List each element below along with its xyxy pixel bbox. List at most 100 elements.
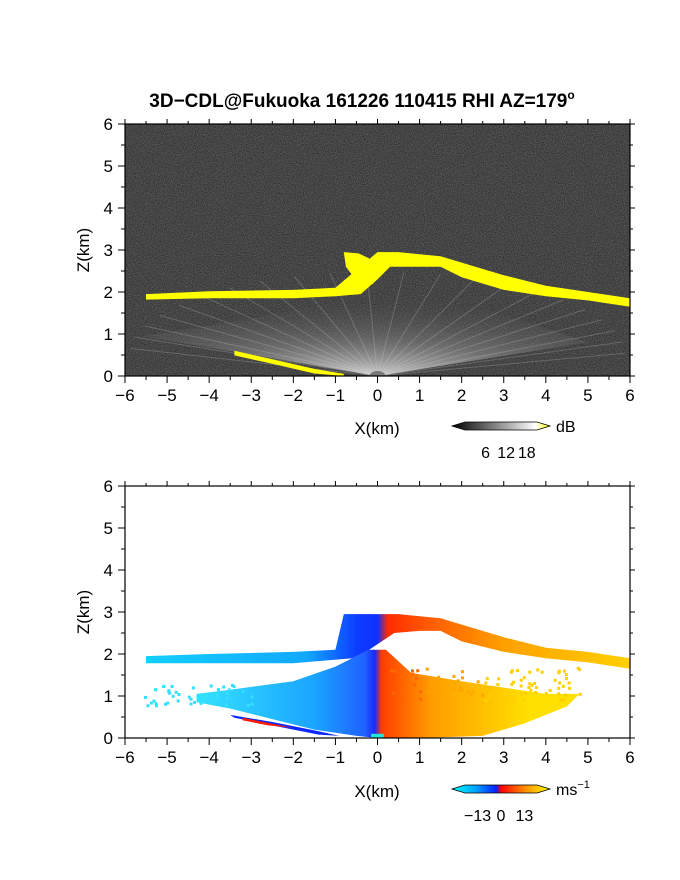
velocity-speckle-pixel	[528, 682, 532, 686]
velocity-speckle-pixel	[411, 669, 415, 673]
beam-ray	[377, 290, 538, 376]
velocity-speckle-pixel	[453, 682, 457, 686]
x-tick-label: −3	[242, 386, 261, 405]
reflectivity-colorbar-ticks: 6 12 18	[481, 445, 536, 462]
velocity-speckle-pixel	[459, 688, 463, 692]
velocity-speckle-pixel	[168, 691, 172, 695]
velocity-speckle-pixel	[466, 690, 470, 694]
velocity-speckle-pixel	[528, 670, 532, 674]
chart-title: 3D−CDL@Fukuoka 161226 110415 RHI AZ=179o	[149, 88, 574, 112]
upper-echo-layer-bump	[343, 252, 374, 288]
x-tick-label: −4	[199, 748, 218, 767]
velocity-speckle-pixel	[177, 693, 181, 697]
reflectivity-colorbar-unit: dB	[556, 419, 576, 436]
velocity-speckle-pixel	[536, 668, 540, 672]
velocity-speckle-pixel	[412, 683, 416, 687]
velocity-speckle-pixel	[544, 692, 548, 696]
colorbar-tick-label: 6	[481, 445, 490, 462]
y-tick-label: 2	[104, 645, 113, 664]
velocity-speckle-pixel	[557, 669, 561, 673]
velocity-speckle-pixel	[510, 669, 514, 673]
velocity-speckle-pixel	[527, 685, 531, 689]
x-tick-label: −3	[242, 748, 261, 767]
velocity-speckle-pixel	[564, 677, 568, 681]
velocity-colorbar-scale	[450, 784, 552, 794]
velocity-speckle-pixel	[192, 686, 196, 690]
y-tick-label: 1	[104, 687, 113, 706]
y-tick-label: 3	[104, 603, 113, 622]
velocity-speckle-pixel	[232, 685, 236, 689]
beam-ray	[377, 352, 626, 376]
velocity-speckle-pixel	[427, 689, 431, 693]
velocity-speckle-pixel	[564, 673, 568, 677]
velocity-speckle-pixel	[522, 698, 526, 702]
beam-ray	[377, 341, 623, 376]
colorbar-tick-label: 0	[497, 808, 506, 825]
beam-ray	[366, 271, 378, 376]
velocity-speckle-pixel	[204, 694, 208, 698]
colorbar-tick-label: 18	[518, 445, 536, 462]
velocity-speckle-pixel	[519, 684, 523, 688]
velocity-speckle-pixel	[419, 697, 423, 701]
velocity-speckle-pixel	[496, 683, 500, 687]
velocity-speckle-pixel	[509, 695, 513, 699]
beam-ray	[145, 325, 378, 376]
velocity-speckle-pixel	[162, 684, 166, 688]
velocity-speckle-pixel	[452, 687, 456, 691]
velocity-speckle-pixel	[460, 676, 464, 680]
velocity-speckle-pixel	[154, 702, 158, 706]
velocity-speckle-pixel	[553, 678, 557, 682]
velocity-speckle-pixel	[524, 691, 528, 695]
velocity-speckle-pixel	[476, 680, 480, 684]
x-tick-label: −2	[284, 748, 303, 767]
velocity-speckle-pixel	[530, 683, 534, 687]
velocity-speckle-pixel	[437, 675, 441, 679]
velocity-speckle-pixel	[562, 669, 566, 673]
velocity-speckle-pixel	[578, 692, 582, 696]
velocity-xlabel: X(km)	[354, 782, 399, 801]
velocity-speckle-pixel	[246, 703, 250, 707]
velocity-speckle-pixel	[429, 681, 433, 685]
reflectivity-colorbar-scale	[450, 421, 552, 431]
velocity-speckle-pixel	[561, 684, 565, 688]
velocity-speckle-pixel	[216, 688, 220, 692]
velocity-speckle-pixel	[176, 699, 180, 703]
velocity-speckle-pixel	[576, 666, 580, 670]
x-tick-label: 2	[457, 748, 466, 767]
velocity-speckle-pixel	[404, 700, 408, 704]
velocity-speckle-pixel	[459, 685, 463, 689]
velocity-speckle-pixel	[509, 670, 513, 674]
velocity-speckle-pixel	[404, 686, 408, 690]
x-tick-label: −2	[284, 386, 303, 405]
velocity-speckle-pixel	[558, 681, 562, 685]
velocity-speckle-pixel	[471, 690, 475, 694]
colorbar-tick-label: −13	[464, 808, 491, 825]
velocity-speckle-pixel	[193, 700, 197, 704]
velocity-speckle-pixel	[567, 681, 571, 685]
colorbar-tick-label: 12	[497, 445, 515, 462]
velocity-speckle-pixel	[241, 690, 245, 694]
beam-ray	[202, 295, 378, 376]
y-tick-label: 1	[104, 325, 113, 344]
velocity-speckle-pixel	[520, 692, 524, 696]
velocity-speckle-pixel	[481, 693, 485, 697]
velocity-speckle-pixel	[414, 677, 418, 681]
velocity-speckle-pixel	[497, 677, 501, 681]
velocity-speckle-pixel	[401, 691, 405, 695]
y-tick-label: 0	[104, 729, 113, 748]
velocity-speckle-pixel	[425, 667, 429, 671]
x-tick-label: 5	[583, 386, 592, 405]
velocity-speckle-pixel	[440, 692, 444, 696]
reflectivity-xlabel: X(km)	[354, 419, 399, 438]
upper-echo-layer	[146, 252, 630, 307]
radar-origin	[369, 371, 386, 376]
x-tick-label: −4	[199, 386, 218, 405]
velocity-speckle-pixel	[416, 669, 420, 673]
velocity-speckle-pixel	[250, 695, 254, 699]
y-tick-label: 6	[104, 477, 113, 496]
y-tick-label: 0	[104, 367, 113, 386]
velocity-speckle-pixel	[469, 693, 473, 697]
velocity-speckle-pixel	[533, 681, 537, 685]
velocity-speckle-pixel	[394, 669, 398, 673]
